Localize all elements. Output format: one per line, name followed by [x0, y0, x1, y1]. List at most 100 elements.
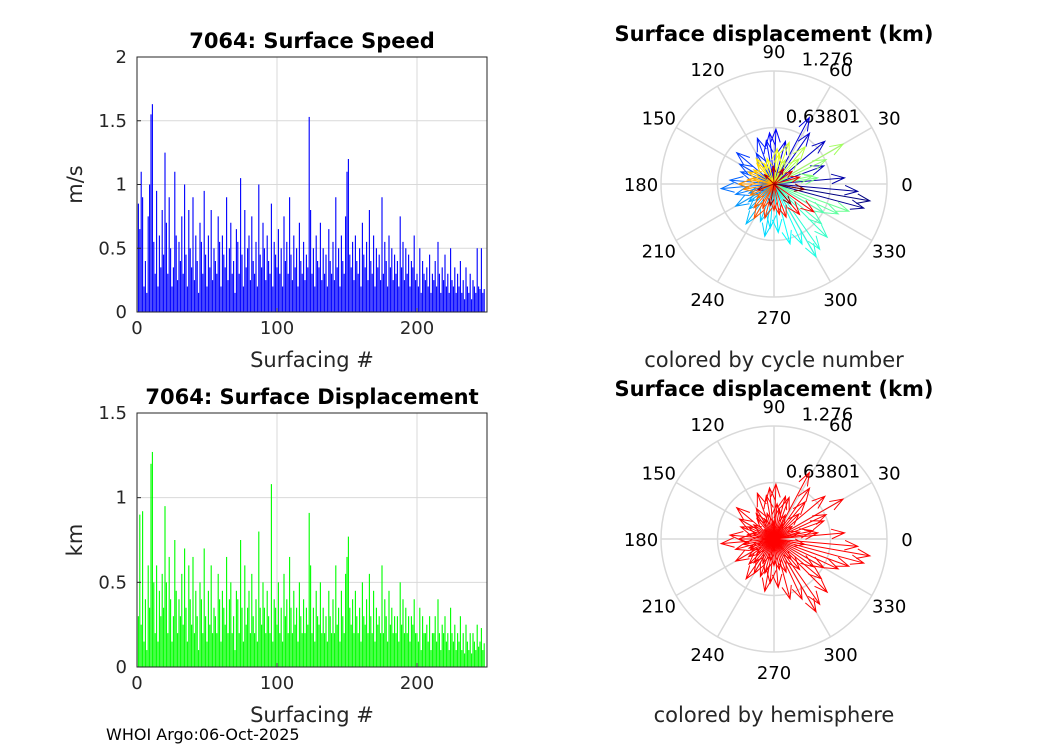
bar: [410, 616, 412, 667]
displacement-arrow: [773, 522, 785, 540]
bar: [468, 292, 470, 312]
bar: [343, 633, 345, 667]
bar: [353, 280, 355, 312]
bar: [301, 633, 303, 667]
bar: [408, 616, 410, 667]
bar: [366, 241, 368, 312]
bar: [324, 633, 326, 667]
bar: [406, 273, 408, 312]
bar: [443, 280, 445, 312]
angle-label: 120: [690, 60, 724, 81]
bar: [228, 599, 230, 667]
bar: [286, 241, 288, 312]
bar: [305, 607, 307, 667]
bar: [203, 548, 205, 667]
bar: [361, 222, 363, 312]
bar: [340, 235, 342, 312]
bar: [137, 203, 139, 312]
bar: [164, 506, 166, 667]
bar: [181, 216, 183, 312]
bar: [427, 286, 429, 312]
bar: [321, 280, 323, 312]
bar: [331, 273, 333, 312]
bar: [198, 292, 200, 312]
bar: [401, 624, 403, 667]
bar: [300, 616, 302, 667]
bar: [189, 248, 191, 312]
bar: [259, 607, 261, 667]
bar: [339, 286, 341, 312]
bar: [191, 624, 193, 667]
bar: [258, 184, 260, 312]
bar: [241, 607, 243, 667]
bar: [279, 273, 281, 312]
displacement-arrow: [773, 538, 840, 570]
bar: [255, 599, 257, 667]
bar: [165, 222, 167, 312]
bar: [165, 582, 167, 667]
bar: [480, 248, 482, 312]
bar: [420, 292, 422, 312]
bar: [308, 512, 310, 667]
bar: [398, 286, 400, 312]
displacement-arrow: [746, 532, 775, 540]
bar: [205, 254, 207, 312]
bar: [454, 267, 456, 312]
y-tick-label: 1: [116, 175, 127, 196]
bar: [392, 633, 394, 667]
displacement-arrow: [746, 171, 775, 185]
displacement-arrow: [773, 538, 860, 551]
bar: [273, 599, 275, 667]
bar: [395, 273, 397, 312]
bar: [259, 254, 261, 312]
bar: [356, 616, 358, 667]
bar: [465, 267, 467, 312]
displacement-arrow: [762, 538, 775, 565]
bar: [462, 280, 464, 312]
bar: [345, 216, 347, 312]
chart-title: Surface displacement (km): [614, 22, 933, 46]
bar: [275, 254, 277, 312]
displacement-arrow: [773, 132, 811, 185]
bar: [415, 280, 417, 312]
bar: [161, 210, 163, 312]
x-tick-label: 100: [260, 318, 294, 339]
bar: [448, 650, 450, 667]
radius-label: 1.276: [802, 405, 854, 426]
bar: [401, 267, 403, 312]
bar: [149, 184, 151, 312]
displacement-arrow: [773, 538, 793, 561]
y-tick-label: 1: [116, 488, 127, 509]
bar: [193, 280, 195, 312]
bar: [426, 624, 428, 667]
bar: [464, 299, 466, 312]
bar: [254, 633, 256, 667]
displacement-arrow: [773, 529, 820, 540]
bar: [307, 267, 309, 312]
bar: [216, 273, 218, 312]
polar-chart-3: 0 30 60 90 120 150 180 210 240 270 300 330 0.63801 1.…: [614, 22, 933, 372]
bar: [192, 197, 194, 312]
bar: [175, 590, 177, 667]
bar: [160, 267, 162, 312]
bar: [440, 650, 442, 667]
bar: [322, 248, 324, 312]
bar: [364, 267, 366, 312]
bar: [408, 254, 410, 312]
y-tick-label: 0.5: [98, 238, 127, 259]
bar: [427, 641, 429, 667]
bar: [375, 607, 377, 667]
bar: [185, 607, 187, 667]
displacement-arrow: [773, 183, 817, 259]
bar: [149, 607, 151, 667]
bar: [224, 267, 226, 312]
bar: [424, 633, 426, 667]
bar: [479, 641, 481, 667]
bar: [412, 267, 414, 312]
bar: [157, 641, 159, 667]
bar: [399, 216, 401, 312]
bar: [200, 599, 202, 667]
x-tick-label: 200: [400, 673, 434, 694]
bar: [354, 235, 356, 312]
angle-label: 180: [624, 175, 658, 196]
